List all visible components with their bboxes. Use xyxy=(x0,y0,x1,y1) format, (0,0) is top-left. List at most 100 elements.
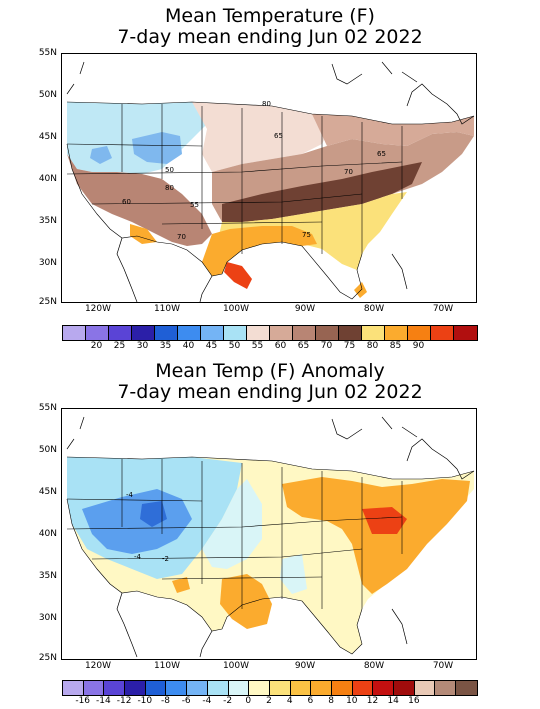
panel1-title-line2: 7-day mean ending Jun 02 2022 xyxy=(117,26,423,48)
panel2-region-sw-warm xyxy=(172,577,190,593)
contour-label: 80 xyxy=(262,100,271,108)
colorbar-tick-label: -14 xyxy=(96,696,111,706)
panel2-region-east-warm xyxy=(282,477,470,594)
panel1-map-frame: 50 80 55 80 65 70 65 70 75 60 xyxy=(61,53,477,303)
colorbar-swatch xyxy=(373,681,394,695)
panel2-lat-label: 50N xyxy=(38,445,57,455)
colorbar-swatch xyxy=(454,326,477,340)
colorbar-tick-label: 35 xyxy=(159,341,172,351)
panel1-region-cold-patch xyxy=(90,146,112,164)
colorbar-swatch xyxy=(224,326,247,340)
colorbar-swatch xyxy=(311,681,332,695)
colorbar-swatch xyxy=(331,681,353,695)
colorbar-swatch xyxy=(207,681,229,695)
panel2-lon-label: 100W xyxy=(222,661,250,671)
colorbar-swatch xyxy=(166,681,188,695)
colorbar-swatch xyxy=(178,326,201,340)
colorbar-swatch xyxy=(385,326,408,340)
panel1-region-ne-60s xyxy=(312,114,474,146)
panel2-region-south-warm xyxy=(220,574,272,629)
panel1-state-lines xyxy=(66,101,475,300)
panel2-title-line2: 7-day mean ending Jun 02 2022 xyxy=(117,381,423,403)
colorbar-swatch xyxy=(431,326,454,340)
colorbar-tick-label: 6 xyxy=(307,696,314,706)
contour-label: 55 xyxy=(190,201,199,209)
panel2-contour-labels: -4 -4 -2 xyxy=(126,491,169,563)
panel2-lat-label: 35N xyxy=(38,571,57,581)
panel1-region-80s xyxy=(202,226,317,276)
colorbar-tick-label: 50 xyxy=(228,341,241,351)
colorbar-tick-label: 80 xyxy=(366,341,379,351)
colorbar-swatch xyxy=(63,326,86,340)
colorbar-tick-label: 90 xyxy=(412,341,425,351)
colorbar-tick-label: 25 xyxy=(113,341,126,351)
contour-label: 70 xyxy=(344,168,353,176)
colorbar-swatch xyxy=(187,681,208,695)
panel2-title-line1: Mean Temp (F) Anomaly xyxy=(155,360,385,382)
panel1-region-north-60s xyxy=(192,102,332,172)
colorbar-tick-label: 16 xyxy=(408,696,420,706)
panel1-region-85s xyxy=(224,262,252,289)
colorbar-swatch xyxy=(132,326,155,340)
contour-label: -4 xyxy=(134,553,142,561)
colorbar-swatch xyxy=(270,326,293,340)
contour-label: -4 xyxy=(126,491,134,499)
colorbar-tick-label: 14 xyxy=(387,696,399,706)
colorbar-swatch xyxy=(435,681,457,695)
panel2-anomaly-map: -4 -4 -2 xyxy=(66,416,475,658)
panel2-region-cold-core xyxy=(140,501,167,527)
panel2-lon-label: 110W xyxy=(153,661,181,671)
colorbar-tick-label: 2 xyxy=(266,696,272,706)
contour-label: 70 xyxy=(177,233,186,241)
colorbar-tick-label: 30 xyxy=(136,341,149,351)
panel2-region-neutral-west xyxy=(202,479,262,569)
colorbar-swatch xyxy=(290,681,312,695)
panel1-colorbar xyxy=(62,325,478,341)
panel1-lat-label: 30N xyxy=(38,258,57,268)
panel1-region-75s xyxy=(217,192,407,270)
colorbar-swatch xyxy=(63,681,84,695)
colorbar-tick-label: 85 xyxy=(389,341,402,351)
panel1-region-west-65s xyxy=(67,154,212,246)
panel1-lat-label: 25N xyxy=(38,297,57,307)
colorbar-tick-label: 65 xyxy=(297,341,310,351)
panel2-coastlines xyxy=(66,416,475,658)
panel1-lat-label: 40N xyxy=(38,174,57,184)
colorbar-tick-label: 0 xyxy=(245,696,252,706)
colorbar-swatch xyxy=(456,681,477,695)
panel1-lat-label: 45N xyxy=(38,132,57,142)
colorbar-tick-label: 55 xyxy=(251,341,264,351)
panel1-temperature-map: 50 80 55 80 65 70 65 70 75 60 xyxy=(66,61,475,302)
colorbar-swatch xyxy=(83,681,105,695)
colorbar-swatch xyxy=(247,326,270,340)
colorbar-swatch xyxy=(125,681,146,695)
colorbar-tick-label: -10 xyxy=(137,696,153,706)
colorbar-tick-label: -6 xyxy=(181,696,191,706)
colorbar-tick-label: -16 xyxy=(75,696,91,706)
colorbar-swatch xyxy=(394,681,415,695)
colorbar-swatch xyxy=(109,326,132,340)
panel2-lon-label: 120W xyxy=(84,661,112,671)
panel2-lat-label: 30N xyxy=(38,613,57,623)
panel1-lon-label: 110W xyxy=(153,304,181,314)
panel1-lon-label: 120W xyxy=(84,304,112,314)
colorbar-swatch xyxy=(352,681,374,695)
contour-label: 80 xyxy=(165,184,174,192)
colorbar-tick-label: -12 xyxy=(116,696,132,706)
panel1-contour-labels: 50 80 55 80 65 70 65 70 75 60 xyxy=(122,100,386,241)
panel2-map-frame: -4 -4 -2 xyxy=(61,408,477,660)
panel1-lon-label: 70W xyxy=(432,304,454,314)
colorbar-swatch xyxy=(362,326,385,340)
panel1-title-line1: Mean Temperature (F) xyxy=(165,5,375,27)
colorbar-tick-label: -8 xyxy=(161,696,170,706)
colorbar-swatch xyxy=(104,681,126,695)
colorbar-tick-label: 40 xyxy=(182,341,195,351)
colorbar-swatch xyxy=(228,681,250,695)
colorbar-swatch xyxy=(339,326,362,340)
colorbar-tick-label: 10 xyxy=(346,696,358,706)
colorbar-swatch xyxy=(316,326,339,340)
panel2-lon-label: 80W xyxy=(363,661,385,671)
panel2-region-east-hot xyxy=(362,507,407,534)
colorbar-swatch xyxy=(293,326,316,340)
panel1-region-sw-80s xyxy=(130,224,157,244)
